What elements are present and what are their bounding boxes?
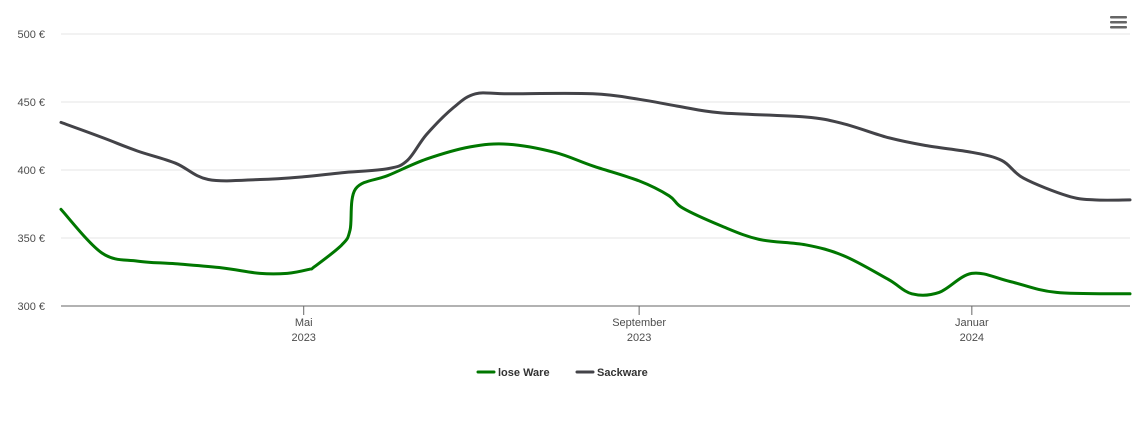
series-line-lose-ware[interactable] — [59, 142, 1132, 297]
x-tick-month-label: Mai — [295, 317, 313, 329]
y-tick-label: 450 € — [17, 97, 45, 109]
legend: lose Ware Sackware — [476, 367, 648, 379]
y-tick-label: 500 € — [17, 29, 45, 41]
legend-item-sackware[interactable]: Sackware — [575, 367, 648, 379]
chart-menu-button[interactable] — [1106, 10, 1132, 34]
legend-label: Sackware — [597, 367, 648, 379]
series-lines — [59, 91, 1132, 297]
grid-lines — [61, 33, 1130, 239]
y-tick-label: 350 € — [17, 233, 45, 245]
x-tick-month-label: Januar — [955, 317, 989, 329]
x-tick-year-label: 2024 — [960, 332, 984, 344]
y-axis-ticks: 300 € 350 € 400 € 450 € 500 € — [17, 29, 45, 313]
y-tick-label: 400 € — [17, 165, 45, 177]
legend-item-lose-ware[interactable]: lose Ware — [476, 367, 550, 379]
x-tick-month-label: September — [612, 317, 666, 329]
legend-label: lose Ware — [498, 367, 550, 379]
y-tick-label: 300 € — [17, 301, 45, 313]
x-tick-year-label: 2023 — [291, 332, 315, 344]
series-line-sackware[interactable] — [59, 91, 1132, 202]
x-axis-ticks: Mai 2023 September 2023 Januar 2024 — [291, 306, 989, 344]
x-tick-year-label: 2023 — [627, 332, 651, 344]
hamburger-menu-icon — [1110, 16, 1127, 29]
